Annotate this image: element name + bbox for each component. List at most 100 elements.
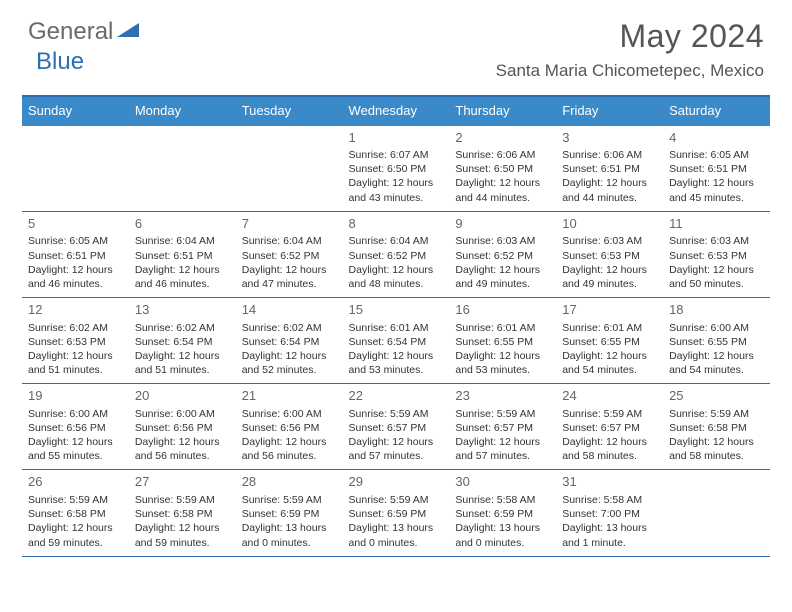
day-cell: 22 Sunrise: 5:59 AMSunset: 6:57 PMDayligh… <box>343 384 450 469</box>
day-cell: 20Sunrise: 6:00 AMSunset: 6:56 PMDayligh… <box>129 384 236 469</box>
day-cell: 3Sunrise: 6:06 AMSunset: 6:51 PMDaylight… <box>556 126 663 211</box>
day-info: Sunrise: 5:59 AMSunset: 6:59 PMDaylight:… <box>349 493 444 550</box>
day-number: 4 <box>669 129 764 147</box>
day-info: Sunrise: 6:01 AMSunset: 6:55 PMDaylight:… <box>562 321 657 378</box>
day-cell <box>129 126 236 211</box>
day-number: 24 <box>562 387 657 405</box>
day-number: 25 <box>669 387 764 405</box>
day-number: 29 <box>349 473 444 491</box>
day-cell: 21 Sunrise: 6:00 AMSunset: 6:56 PMDayligh… <box>236 384 343 469</box>
day-cell: 15 Sunrise: 6:01 AMSunset: 6:54 PMDayligh… <box>343 298 450 383</box>
day-number: 7 <box>242 215 337 233</box>
day-number: 18 <box>669 301 764 319</box>
day-cell: 17 Sunrise: 6:01 AMSunset: 6:55 PMDayligh… <box>556 298 663 383</box>
day-number: 16 <box>455 301 550 319</box>
day-number: 19 <box>28 387 123 405</box>
day-info: Sunrise: 5:59 AMSunset: 6:57 PMDaylight:… <box>455 407 550 464</box>
logo: General <box>28 18 145 46</box>
title-block: May 2024 Santa Maria Chicometepec, Mexic… <box>496 18 764 81</box>
day-cell <box>236 126 343 211</box>
day-number: 12 <box>28 301 123 319</box>
day-number: 14 <box>242 301 337 319</box>
day-cell: 19Sunrise: 6:00 AMSunset: 6:56 PMDayligh… <box>22 384 129 469</box>
day-number: 31 <box>562 473 657 491</box>
day-cell: 5Sunrise: 6:05 AMSunset: 6:51 PMDaylight… <box>22 212 129 297</box>
week-row: 26 Sunrise: 5:59 AMSunset: 6:58 PMDayligh… <box>22 470 770 556</box>
day-info: Sunrise: 6:05 AMSunset: 6:51 PMDaylight:… <box>669 148 764 205</box>
day-cell <box>663 470 770 555</box>
day-cell: 27Sunrise: 5:59 AMSunset: 6:58 PMDayligh… <box>129 470 236 555</box>
day-info: Sunrise: 6:00 AMSunset: 6:56 PMDaylight:… <box>242 407 337 464</box>
day-info: Sunrise: 6:00 AMSunset: 6:56 PMDaylight:… <box>135 407 230 464</box>
day-cell: 24 Sunrise: 5:59 AMSunset: 6:57 PMDayligh… <box>556 384 663 469</box>
day-cell: 14 Sunrise: 6:02 AMSunset: 6:54 PMDayligh… <box>236 298 343 383</box>
day-info: Sunrise: 6:03 AMSunset: 6:53 PMDaylight:… <box>562 234 657 291</box>
location-text: Santa Maria Chicometepec, Mexico <box>496 61 764 81</box>
day-number: 10 <box>562 215 657 233</box>
day-cell: 16 Sunrise: 6:01 AMSunset: 6:55 PMDayligh… <box>449 298 556 383</box>
day-cell: 13Sunrise: 6:02 AMSunset: 6:54 PMDayligh… <box>129 298 236 383</box>
logo-text-general: General <box>28 18 113 46</box>
week-row: 5Sunrise: 6:05 AMSunset: 6:51 PMDaylight… <box>22 212 770 298</box>
day-cell: 9Sunrise: 6:03 AMSunset: 6:52 PMDaylight… <box>449 212 556 297</box>
day-cell: 11Sunrise: 6:03 AMSunset: 6:53 PMDayligh… <box>663 212 770 297</box>
day-info: Sunrise: 6:02 AMSunset: 6:54 PMDaylight:… <box>242 321 337 378</box>
day-cell: 6Sunrise: 6:04 AMSunset: 6:51 PMDaylight… <box>129 212 236 297</box>
week-row: 19 Sunrise: 6:00 AMSunset: 6:56 PMDayligh… <box>22 384 770 470</box>
day-cell: 30 Sunrise: 5:58 AMSunset: 6:59 PMDayligh… <box>449 470 556 555</box>
day-info: Sunrise: 5:59 AMSunset: 6:57 PMDaylight:… <box>349 407 444 464</box>
day-info: Sunrise: 6:04 AMSunset: 6:52 PMDaylight:… <box>349 234 444 291</box>
day-info: Sunrise: 5:59 AMSunset: 6:57 PMDaylight:… <box>562 407 657 464</box>
day-number: 5 <box>28 215 123 233</box>
day-info: Sunrise: 6:03 AMSunset: 6:52 PMDaylight:… <box>455 234 550 291</box>
day-number: 2 <box>455 129 550 147</box>
day-number: 3 <box>562 129 657 147</box>
logo-text-blue: Blue <box>36 48 84 76</box>
weekday-header: Friday <box>556 97 663 126</box>
day-number: 11 <box>669 215 764 233</box>
calendar: SundayMondayTuesdayWednesdayThursdayFrid… <box>22 95 770 557</box>
day-number: 9 <box>455 215 550 233</box>
week-row: 12Sunrise: 6:02 AMSunset: 6:53 PMDayligh… <box>22 298 770 384</box>
day-cell: 10Sunrise: 6:03 AMSunset: 6:53 PMDayligh… <box>556 212 663 297</box>
day-number: 8 <box>349 215 444 233</box>
day-cell: 4Sunrise: 6:05 AMSunset: 6:51 PMDaylight… <box>663 126 770 211</box>
day-cell: 25 Sunrise: 5:59 AMSunset: 6:58 PMDayligh… <box>663 384 770 469</box>
day-info: Sunrise: 5:59 AMSunset: 6:58 PMDaylight:… <box>28 493 123 550</box>
day-info: Sunrise: 6:01 AMSunset: 6:55 PMDaylight:… <box>455 321 550 378</box>
weekday-header: Monday <box>129 97 236 126</box>
day-number: 28 <box>242 473 337 491</box>
day-cell <box>22 126 129 211</box>
weekday-header: Wednesday <box>343 97 450 126</box>
day-number: 23 <box>455 387 550 405</box>
day-info: Sunrise: 5:58 AMSunset: 6:59 PMDaylight:… <box>455 493 550 550</box>
weekday-header: Saturday <box>663 97 770 126</box>
logo-triangle-icon <box>117 21 143 44</box>
day-info: Sunrise: 5:59 AMSunset: 6:59 PMDaylight:… <box>242 493 337 550</box>
day-info: Sunrise: 6:06 AMSunset: 6:51 PMDaylight:… <box>562 148 657 205</box>
day-number: 15 <box>349 301 444 319</box>
day-info: Sunrise: 5:59 AMSunset: 6:58 PMDaylight:… <box>669 407 764 464</box>
day-number: 1 <box>349 129 444 147</box>
day-info: Sunrise: 5:58 AMSunset: 7:00 PMDaylight:… <box>562 493 657 550</box>
day-number: 17 <box>562 301 657 319</box>
day-number: 21 <box>242 387 337 405</box>
weekday-header: Tuesday <box>236 97 343 126</box>
weekday-header-row: SundayMondayTuesdayWednesdayThursdayFrid… <box>22 97 770 126</box>
day-number: 13 <box>135 301 230 319</box>
day-info: Sunrise: 6:01 AMSunset: 6:54 PMDaylight:… <box>349 321 444 378</box>
day-cell: 8Sunrise: 6:04 AMSunset: 6:52 PMDaylight… <box>343 212 450 297</box>
day-cell: 2Sunrise: 6:06 AMSunset: 6:50 PMDaylight… <box>449 126 556 211</box>
day-number: 6 <box>135 215 230 233</box>
weekday-header: Thursday <box>449 97 556 126</box>
day-cell: 7Sunrise: 6:04 AMSunset: 6:52 PMDaylight… <box>236 212 343 297</box>
day-number: 26 <box>28 473 123 491</box>
day-info: Sunrise: 6:00 AMSunset: 6:55 PMDaylight:… <box>669 321 764 378</box>
day-info: Sunrise: 6:06 AMSunset: 6:50 PMDaylight:… <box>455 148 550 205</box>
day-number: 22 <box>349 387 444 405</box>
day-cell: 29 Sunrise: 5:59 AMSunset: 6:59 PMDayligh… <box>343 470 450 555</box>
day-info: Sunrise: 5:59 AMSunset: 6:58 PMDaylight:… <box>135 493 230 550</box>
day-info: Sunrise: 6:04 AMSunset: 6:51 PMDaylight:… <box>135 234 230 291</box>
day-number: 30 <box>455 473 550 491</box>
day-info: Sunrise: 6:04 AMSunset: 6:52 PMDaylight:… <box>242 234 337 291</box>
